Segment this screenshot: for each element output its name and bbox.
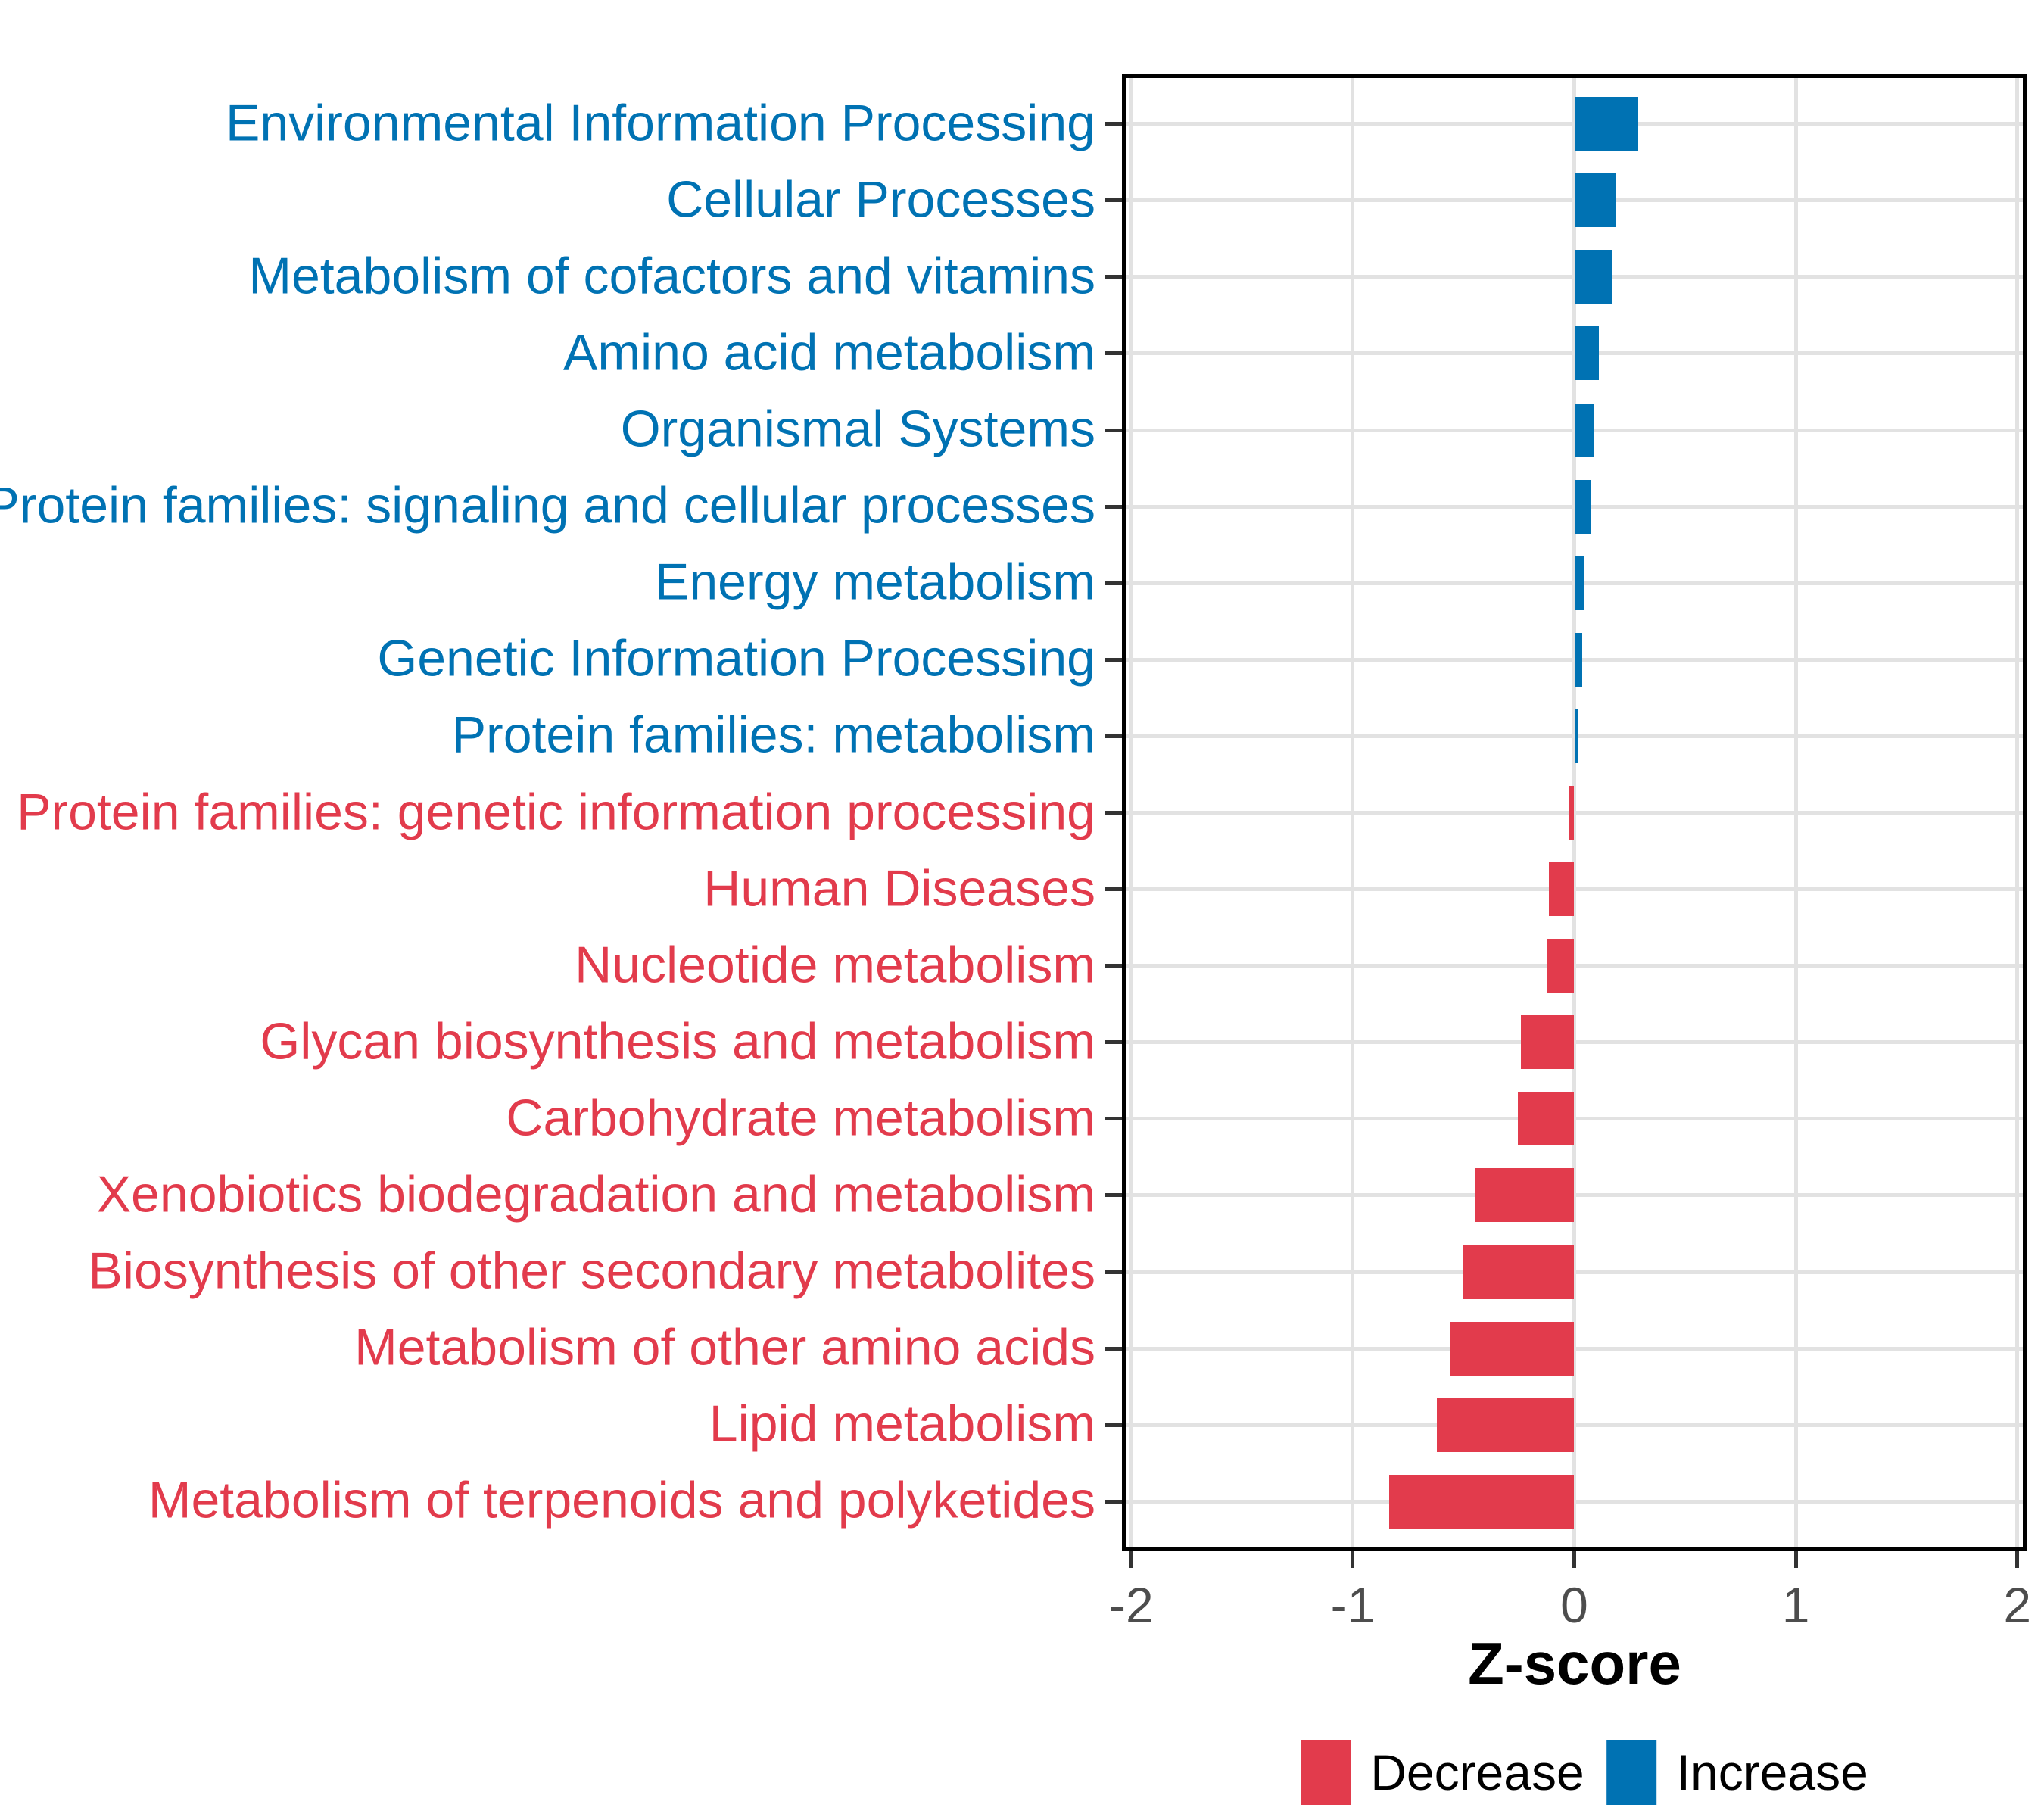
legend-label-decrease: Decrease xyxy=(1370,1744,1584,1800)
y-axis-label: Protein families: signaling and cellular… xyxy=(0,476,1095,535)
y-axis-tick xyxy=(1105,734,1122,738)
bar xyxy=(1547,939,1575,993)
y-axis-label: Protein families: metabolism xyxy=(451,706,1095,764)
x-axis-tick xyxy=(1351,1551,1355,1568)
bar xyxy=(1475,1168,1575,1223)
y-axis-label: Metabolism of terpenoids and polyketides xyxy=(148,1471,1095,1529)
y-axis-label: Amino acid metabolism xyxy=(563,323,1095,382)
y-axis-tick xyxy=(1105,964,1122,968)
y-axis-tick xyxy=(1105,1346,1122,1351)
x-tick-label: -1 xyxy=(1330,1577,1376,1633)
y-axis-tick xyxy=(1105,275,1122,279)
x-tick-label: 2 xyxy=(2003,1577,2032,1633)
y-axis-label: Metabolism of cofactors and vitamins xyxy=(248,247,1095,305)
bar xyxy=(1450,1321,1575,1376)
y-axis-tick xyxy=(1105,122,1122,126)
y-axis-tick xyxy=(1105,1499,1122,1504)
gridline-horizontal xyxy=(1126,1270,2023,1274)
bar xyxy=(1389,1474,1575,1529)
bar xyxy=(1574,403,1594,457)
plot-panel xyxy=(1122,74,2027,1551)
x-axis-title: Z-score xyxy=(1468,1630,1681,1697)
y-axis-tick xyxy=(1105,428,1122,432)
bar xyxy=(1463,1245,1575,1299)
y-axis-tick xyxy=(1105,1040,1122,1045)
y-axis-label: Cellular Processes xyxy=(666,170,1095,229)
legend-label-increase: Increase xyxy=(1676,1744,1868,1800)
y-axis-label: Lipid metabolism xyxy=(709,1395,1095,1453)
gridline-horizontal xyxy=(1126,1040,2023,1045)
bar xyxy=(1574,479,1591,534)
x-tick-label: 1 xyxy=(1781,1577,1810,1633)
bar xyxy=(1574,250,1612,304)
y-axis-tick xyxy=(1105,1423,1122,1427)
bar xyxy=(1517,1092,1575,1146)
gridline-horizontal xyxy=(1126,1117,2023,1121)
y-axis-label: Genetic Information Processing xyxy=(377,629,1095,687)
bar xyxy=(1574,632,1582,687)
x-axis-tick xyxy=(1572,1551,1576,1568)
legend-swatch-increase xyxy=(1606,1740,1657,1805)
gridline-horizontal xyxy=(1126,1346,2023,1351)
y-axis-label: Nucleotide metabolism xyxy=(575,936,1095,994)
bar xyxy=(1574,326,1599,381)
y-axis-tick xyxy=(1105,504,1122,509)
gridline-horizontal xyxy=(1126,1499,2023,1504)
bar xyxy=(1574,709,1579,763)
legend-swatch-decrease xyxy=(1301,1740,1351,1805)
y-axis-label: Organismal Systems xyxy=(620,400,1095,458)
x-tick-label: -2 xyxy=(1108,1577,1154,1633)
x-tick-label: 0 xyxy=(1560,1577,1588,1633)
gridline-horizontal xyxy=(1126,1423,2023,1427)
y-axis-label: Environmental Information Processing xyxy=(226,94,1095,152)
bar xyxy=(1569,786,1575,840)
x-axis-tick xyxy=(2015,1551,2020,1568)
legend-item-decrease: Decrease xyxy=(1301,1740,1584,1805)
y-axis-label: Metabolism of other amino acids xyxy=(354,1318,1095,1376)
y-axis-tick xyxy=(1105,1270,1122,1274)
legend-item-increase: Increase xyxy=(1606,1740,1868,1805)
bar xyxy=(1437,1398,1575,1452)
y-axis-tick xyxy=(1105,657,1122,662)
y-axis-label: Protein families: genetic information pr… xyxy=(17,782,1095,840)
gridline-horizontal xyxy=(1126,811,2023,815)
y-axis-tick xyxy=(1105,581,1122,585)
y-axis-tick xyxy=(1105,351,1122,356)
y-axis-label: Xenobiotics biodegradation and metabolis… xyxy=(96,1165,1095,1223)
y-axis-tick xyxy=(1105,887,1122,892)
y-axis-label: Biosynthesis of other secondary metaboli… xyxy=(88,1242,1095,1300)
x-axis-tick xyxy=(1129,1551,1133,1568)
y-axis-tick xyxy=(1105,1117,1122,1121)
y-axis-label: Energy metabolism xyxy=(654,553,1095,611)
gridline-horizontal xyxy=(1126,964,2023,968)
y-axis-label: Human Diseases xyxy=(703,859,1095,918)
y-axis-tick xyxy=(1105,811,1122,815)
legend: Decrease Increase xyxy=(1301,1740,1868,1805)
bar xyxy=(1574,556,1584,610)
y-axis-label: Carbohydrate metabolism xyxy=(506,1089,1095,1147)
y-axis-tick xyxy=(1105,198,1122,203)
y-axis-label: Glycan biosynthesis and metabolism xyxy=(260,1012,1095,1071)
bar xyxy=(1574,97,1639,151)
x-axis-tick xyxy=(1793,1551,1798,1568)
bar xyxy=(1548,862,1575,917)
gridline-horizontal xyxy=(1126,887,2023,892)
bar xyxy=(1521,1015,1575,1070)
gridline-horizontal xyxy=(1126,1193,2023,1198)
bar xyxy=(1574,173,1616,228)
y-axis-tick xyxy=(1105,1193,1122,1198)
